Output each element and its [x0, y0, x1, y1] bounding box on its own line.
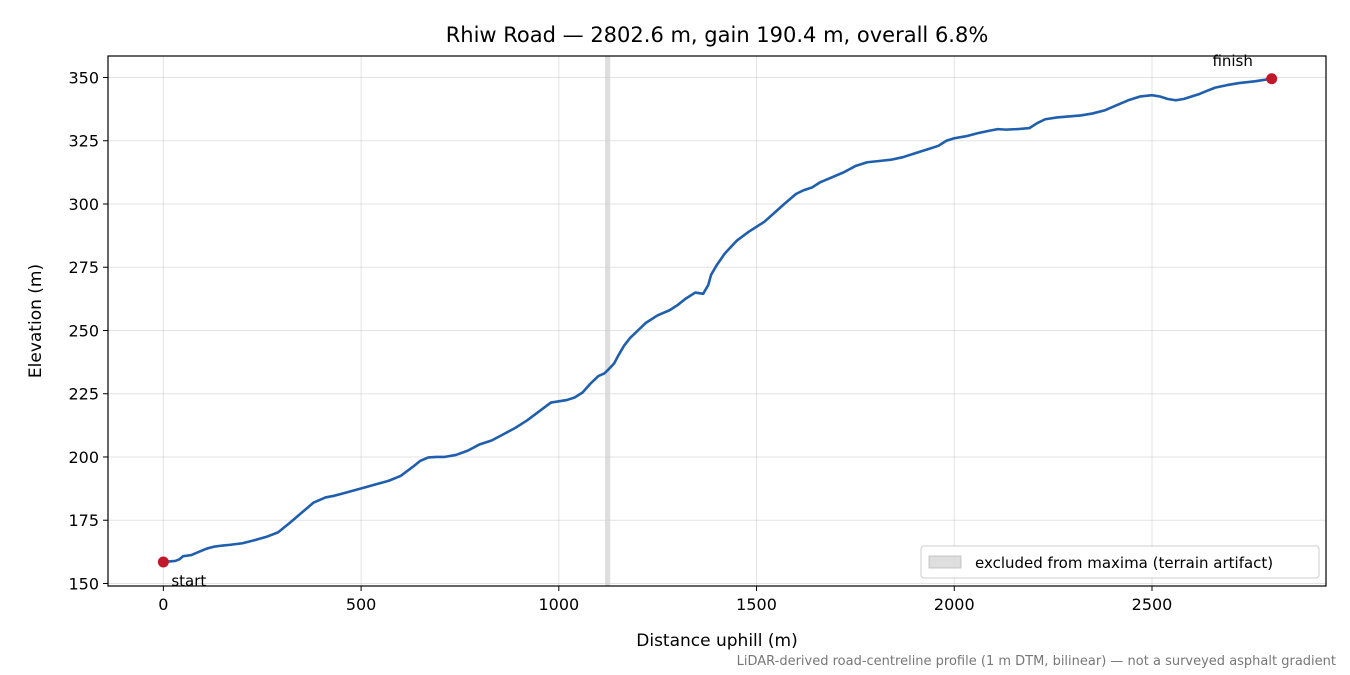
excluded-band [605, 56, 611, 586]
plot-frame [107, 55, 1327, 587]
start-label: start [171, 572, 206, 590]
y-tick-label: 225 [68, 385, 99, 404]
x-axis-ticks: 0 500 1000 1500 2000 2500 [158, 586, 1172, 614]
excluded-band-layer [605, 56, 611, 586]
y-tick-label: 325 [68, 132, 99, 151]
legend-box [920, 545, 1320, 579]
x-axis-label: Distance uphill (m) [636, 631, 797, 651]
chart-title: Rhiw Road — 2802.6 m, gain 190.4 m, over… [446, 23, 989, 47]
finish-label: finish [1212, 52, 1252, 70]
y-tick-label: 350 [68, 69, 99, 88]
legend-swatch [928, 555, 962, 569]
y-tick-label: 300 [68, 195, 99, 214]
start-marker [157, 556, 169, 568]
x-tick-label: 1000 [538, 595, 579, 614]
y-axis-ticks: 150 175 200 225 250 275 300 325 350 [68, 69, 108, 593]
finish-marker [1266, 73, 1278, 85]
legend-entry: excluded from maxima (terrain artifact) [975, 554, 1273, 572]
x-tick-label: 2500 [1132, 595, 1173, 614]
footnote: LiDAR-derived road-centreline profile (1… [737, 654, 1336, 669]
y-axis-label: Elevation (m) [26, 264, 46, 378]
x-tick-label: 500 [346, 595, 377, 614]
y-tick-label: 275 [68, 258, 99, 277]
x-tick-label: 0 [158, 595, 168, 614]
y-tick-label: 250 [68, 321, 99, 340]
y-tick-label: 200 [68, 448, 99, 467]
y-tick-label: 150 [68, 574, 99, 593]
legend: excluded from maxima (terrain artifact) [920, 545, 1320, 579]
series-layer [162, 77, 1273, 564]
y-tick-label: 175 [68, 511, 99, 530]
x-tick-label: 2000 [934, 595, 975, 614]
x-tick-label: 1500 [736, 595, 777, 614]
grid-lines [108, 56, 1326, 586]
elevation-series-line [162, 77, 1273, 564]
